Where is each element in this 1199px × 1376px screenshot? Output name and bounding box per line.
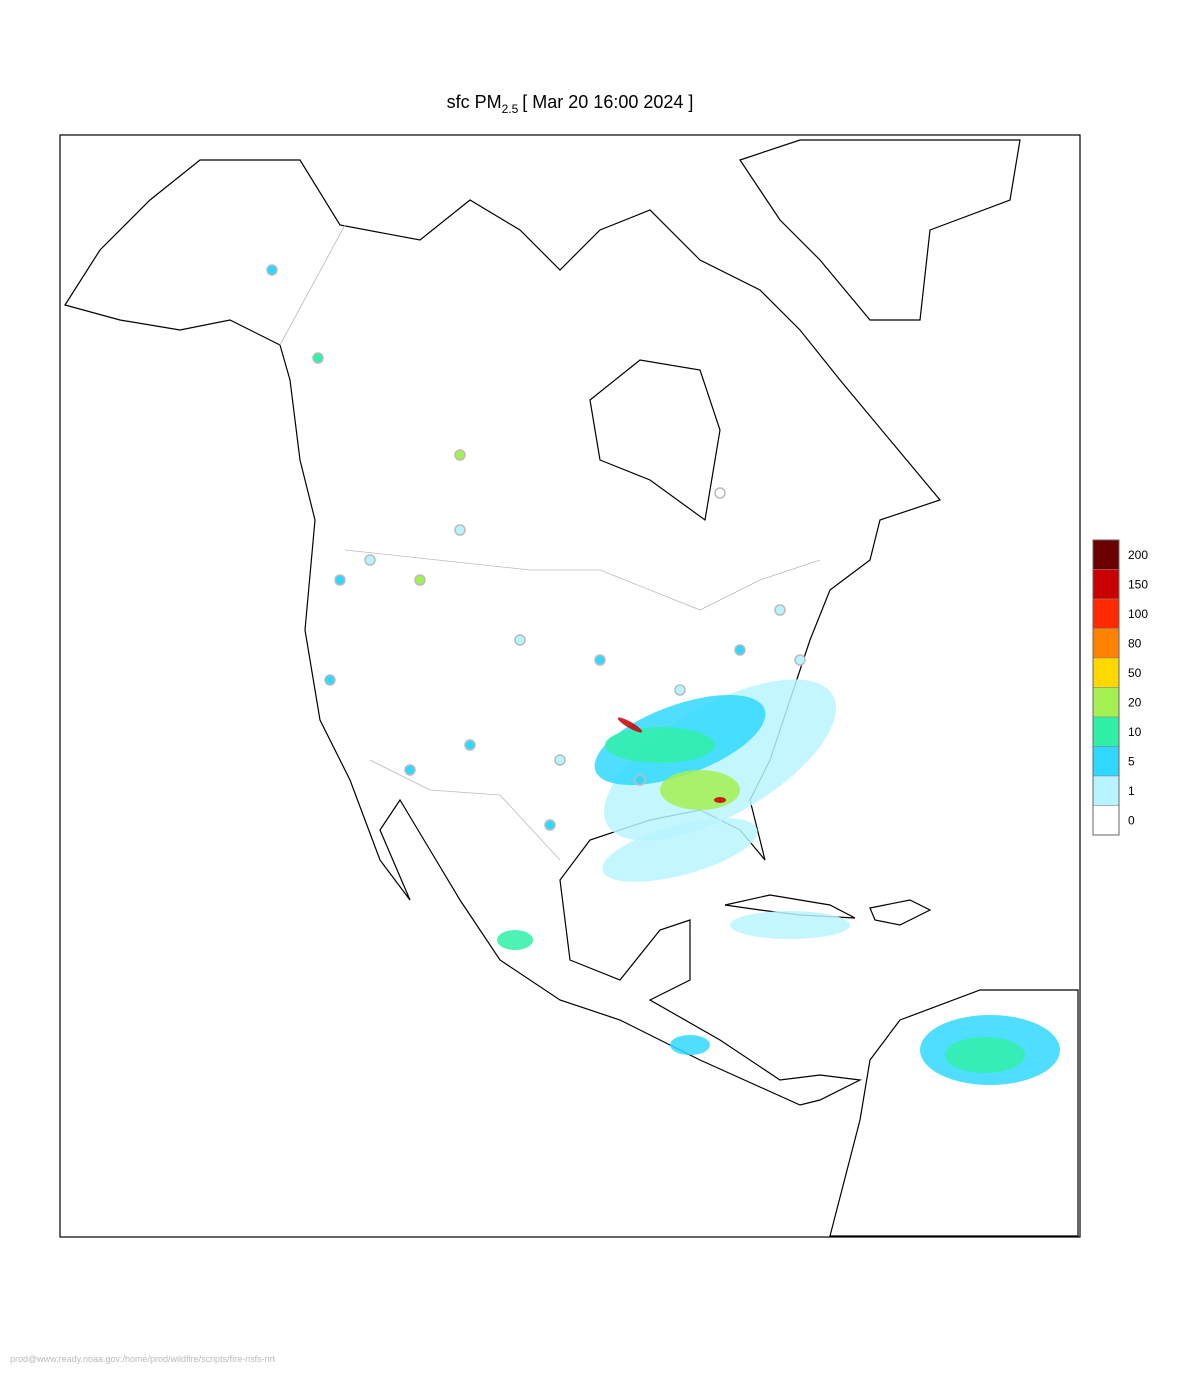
legend-swatch <box>1092 628 1120 659</box>
legend-swatch <box>1092 805 1120 836</box>
map-area <box>59 134 1081 1238</box>
legend-swatch <box>1092 657 1120 688</box>
title-suffix: [ Mar 20 16:00 2024 ] <box>522 92 693 112</box>
legend-swatch <box>1092 716 1120 747</box>
us-canada-border <box>279 224 821 611</box>
legend-label: 150 <box>1128 577 1148 591</box>
legend-swatch <box>1092 569 1120 600</box>
pm-plumes <box>497 679 1060 1085</box>
title-prefix: sfc PM <box>447 92 502 112</box>
hudson-bay <box>589 359 721 522</box>
legend-label: 100 <box>1128 607 1148 621</box>
legend-label: 20 <box>1128 695 1142 709</box>
title-subscript: 2.5 <box>502 102 519 116</box>
legend-label: 80 <box>1128 636 1142 650</box>
legend-swatch <box>1092 539 1120 570</box>
legend-swatch <box>1092 687 1120 718</box>
greenland <box>739 139 1021 321</box>
us-mexico-border <box>369 759 561 861</box>
hispaniola <box>869 899 932 926</box>
legend-label: 200 <box>1128 548 1148 562</box>
legend-frame <box>1092 539 1120 836</box>
legend-label: 5 <box>1128 754 1135 768</box>
legend-label: 0 <box>1128 813 1135 827</box>
legend-label: 1 <box>1128 784 1135 798</box>
legend-label: 50 <box>1128 666 1142 680</box>
legend-label: 10 <box>1128 725 1142 739</box>
cuba <box>724 894 856 919</box>
station-dots <box>266 264 806 831</box>
map-title: sfc PM2.5[ Mar 20 16:00 2024 ] <box>447 92 694 116</box>
map-frame <box>59 134 1081 1238</box>
legend-swatch <box>1092 746 1120 777</box>
legend-swatch <box>1092 775 1120 806</box>
legend-swatch <box>1092 598 1120 629</box>
footer-path: prod@www.ready.noaa.gov:/home/prod/wildf… <box>10 1354 276 1364</box>
north-america <box>64 159 942 1106</box>
